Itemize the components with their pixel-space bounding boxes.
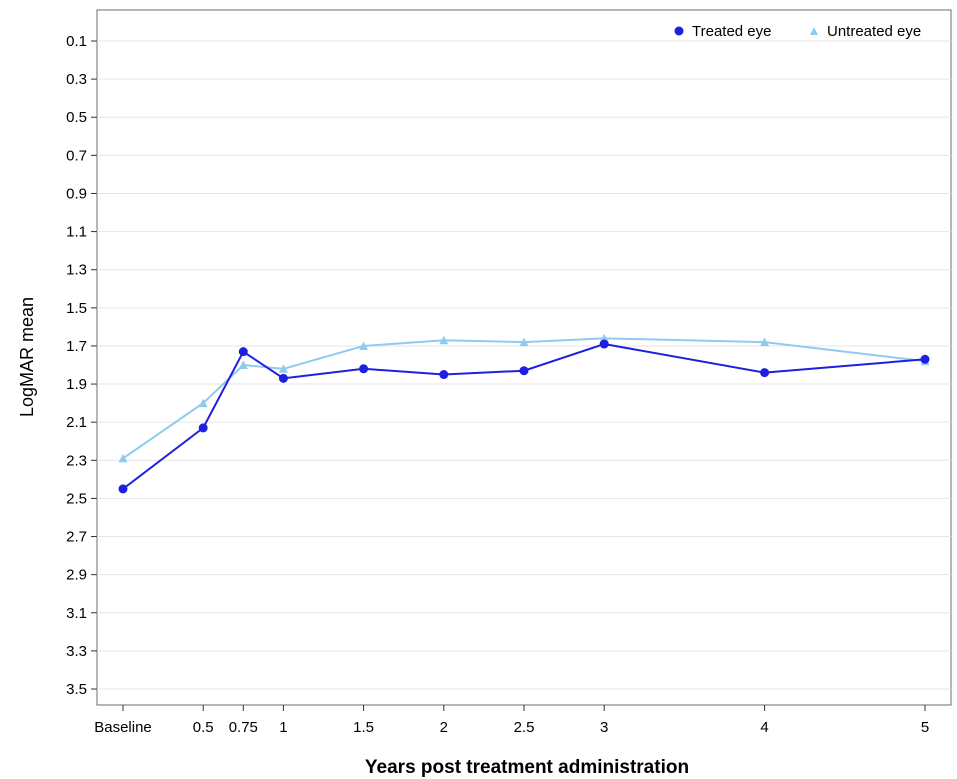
y-tick-label: 2.9 <box>66 567 87 584</box>
legend-marker-untreated <box>810 27 818 35</box>
y-tick-label: 1.9 <box>66 376 87 393</box>
y-tick-label: 0.9 <box>66 185 87 202</box>
y-tick-label: 0.7 <box>66 147 87 164</box>
y-axis: 0.1 0.3 0.5 0.7 0.9 1.1 1.3 1.5 1.7 1.9 2.1 2.3 2.5 2… <box>66 33 97 698</box>
y-tick-label: 3.3 <box>66 643 87 660</box>
untreated-eye-point <box>760 337 770 347</box>
untreated-eye-point <box>519 337 529 347</box>
treated-eye-point <box>198 423 208 433</box>
y-axis-title: LogMAR mean <box>17 297 37 417</box>
legend-marker-treated <box>674 26 684 36</box>
y-tick-label: 2.1 <box>66 414 87 431</box>
legend-label-treated: Treated eye <box>692 23 772 40</box>
treated-eye-line <box>122 343 926 490</box>
treated-eye-point <box>278 373 288 383</box>
legend: Treated eye Untreated eye <box>674 23 921 40</box>
x-tick-label: 0.75 <box>229 719 258 736</box>
x-tick-label: 5 <box>921 719 929 736</box>
untreated-eye-point <box>439 335 449 345</box>
y-tick-label: 0.1 <box>66 33 87 50</box>
y-tick-label: 1.3 <box>66 262 87 279</box>
x-tick-label: 1.5 <box>353 719 374 736</box>
untreated-eye-line <box>122 337 926 460</box>
untreated-eye-point <box>359 341 369 350</box>
grid-lines <box>97 40 951 690</box>
x-tick-label: Baseline <box>94 719 152 736</box>
y-tick-label: 2.5 <box>66 490 87 507</box>
treated-eye-point <box>760 368 770 378</box>
x-tick-label: 1 <box>279 719 287 736</box>
untreated-eye-point <box>198 398 208 408</box>
y-tick-label: 2.7 <box>66 529 87 546</box>
y-tick-label: 1.5 <box>66 300 87 317</box>
x-tick-label: 4 <box>760 719 768 736</box>
y-tick-label: 0.5 <box>66 109 87 126</box>
y-tick-label: 3.5 <box>66 681 87 698</box>
untreated-eye-point <box>238 360 248 369</box>
treated-eye-point <box>439 370 449 380</box>
treated-eye-point <box>519 366 529 376</box>
x-tick-label: 2.5 <box>514 719 535 736</box>
y-tick-label: 1.7 <box>66 338 87 355</box>
series-group <box>118 333 930 494</box>
untreated-eye-point <box>278 364 288 373</box>
plot-area <box>96 9 952 706</box>
y-tick-label: 0.3 <box>66 71 87 88</box>
x-axis-title: Years post treatment administration <box>365 757 689 778</box>
x-axis: Baseline 0.5 0.75 1 1.5 2 2.5 3 4 5 <box>94 705 929 736</box>
untreated-eye-point <box>118 453 128 463</box>
treated-eye-point <box>599 339 609 349</box>
y-tick-label: 3.1 <box>66 605 87 622</box>
treated-eye-point <box>920 354 930 364</box>
y-tick-label: 1.1 <box>66 224 87 241</box>
x-tick-label: 2 <box>440 719 448 736</box>
y-tick-label: 2.3 <box>66 452 87 469</box>
treated-eye-point <box>359 364 369 374</box>
treated-eye-point <box>118 484 128 494</box>
x-tick-label: 0.5 <box>193 719 214 736</box>
treated-eye-point <box>238 347 248 357</box>
x-tick-label: 3 <box>600 719 608 736</box>
legend-label-untreated: Untreated eye <box>827 23 921 40</box>
